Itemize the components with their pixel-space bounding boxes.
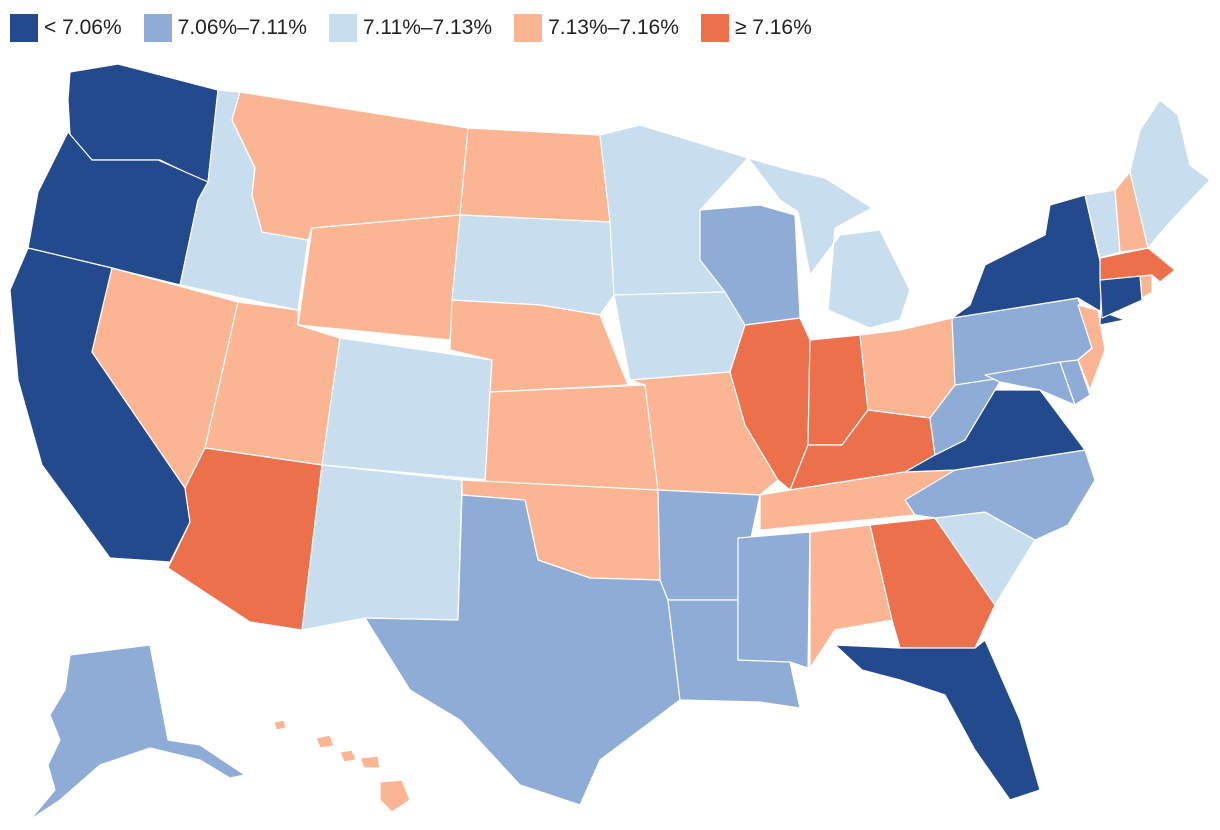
legend-swatch [328, 14, 357, 42]
state-az[interactable] [167, 447, 323, 631]
state-ms[interactable] [737, 531, 811, 669]
state-ks[interactable] [484, 384, 659, 491]
legend-label: 7.13%–7.16% [548, 16, 679, 39]
state-mi[interactable] [747, 157, 911, 329]
state-al[interactable] [809, 524, 893, 669]
state-co[interactable] [321, 337, 493, 481]
legend-label: 7.11%–7.13% [362, 16, 493, 39]
legend-item-7-06-7-11: 7.06%–7.11% [143, 14, 307, 42]
legend-swatch [143, 14, 172, 42]
state-nm[interactable] [301, 464, 463, 631]
state-hi[interactable] [273, 719, 411, 813]
state-fl[interactable] [834, 639, 1041, 801]
legend-swatch [514, 14, 543, 42]
state-ri[interactable] [1139, 274, 1153, 299]
state-me[interactable] [1129, 99, 1211, 249]
legend-item-7-13-7-16: 7.13%–7.16% [514, 14, 679, 42]
legend-item-over-7-16: ≥ 7.16% [700, 14, 812, 42]
legend-item-7-11-7-13: 7.11%–7.13% [328, 14, 493, 42]
legend-item-under-7-06: < 7.06% [10, 14, 122, 42]
state-nd[interactable] [459, 127, 611, 223]
state-wa[interactable] [67, 63, 219, 183]
state-md[interactable] [984, 361, 1076, 406]
state-ia[interactable] [613, 291, 746, 381]
state-tx[interactable] [364, 494, 681, 806]
legend-label: < 7.06% [44, 16, 122, 39]
legend-label: ≥ 7.16% [734, 16, 812, 39]
state-sd[interactable] [451, 214, 615, 316]
legend: < 7.06% 7.06%–7.11% 7.11%–7.13% 7.13%–7.… [10, 13, 834, 43]
state-de[interactable] [1059, 359, 1091, 406]
state-wy[interactable] [297, 214, 461, 341]
state-ak[interactable] [29, 644, 246, 821]
legend-swatch [10, 14, 38, 42]
state-ct[interactable] [1099, 274, 1143, 319]
legend-swatch [700, 14, 729, 42]
legend-label: 7.06%–7.11% [177, 16, 307, 39]
